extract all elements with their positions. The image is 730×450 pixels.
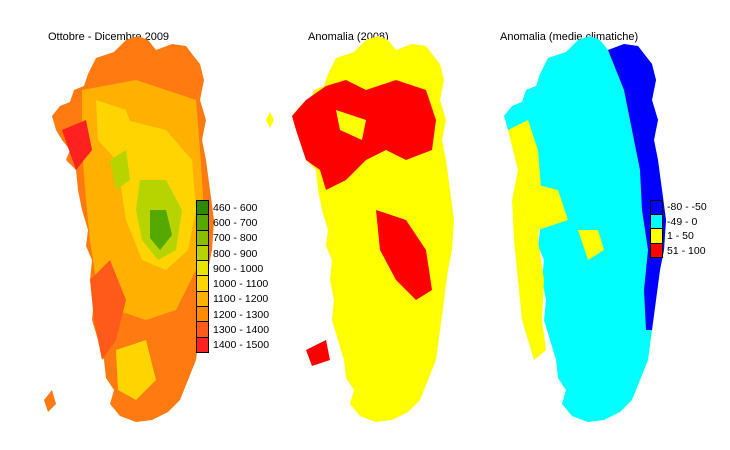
legend-label: 1100 - 1200 (213, 293, 269, 306)
map-anomalia-2008 (266, 36, 454, 422)
legend-label: 1000 - 1100 (213, 278, 269, 291)
legend-label: 1 - 50 (667, 230, 694, 243)
legend-item: 600 - 700 (196, 215, 269, 231)
legend-swatch (650, 200, 663, 215)
legend-swatch (196, 307, 209, 323)
legend-label: 900 - 1000 (213, 262, 264, 275)
legend-item: 460 - 600 (196, 200, 269, 216)
legend-item: 1000 - 1100 (196, 276, 269, 292)
legend-swatch (196, 276, 209, 292)
legend-label: 1200 - 1300 (213, 308, 270, 321)
legend-swatch (196, 322, 209, 338)
legend-item: -49 - 0 (650, 214, 707, 229)
legend-anomalia: -80 - -50 -49 - 0 1 - 50 51 - 100 (650, 200, 707, 258)
legend-swatch (196, 200, 209, 216)
legend-swatch (196, 337, 209, 353)
legend-swatch (196, 261, 209, 277)
legend-item: 1200 - 1300 (196, 307, 270, 323)
legend-label: 700 - 800 (213, 232, 258, 245)
legend-label: -49 - 0 (667, 215, 698, 228)
legend-label: -80 - -50 (667, 201, 707, 214)
legend-swatch (650, 214, 663, 229)
legend-label: 460 - 600 (213, 201, 258, 214)
legend-swatch (196, 230, 209, 246)
legend-item: 1 - 50 (650, 229, 707, 244)
map-anomalia-medie (504, 36, 666, 422)
legend-swatch (650, 243, 663, 258)
legend-swatch (196, 215, 209, 231)
legend-item: 900 - 1000 (196, 261, 269, 277)
legend-swatch (196, 291, 209, 308)
legend-label: 51 - 100 (667, 244, 706, 257)
legend-item: 1400 - 1500 (196, 337, 270, 353)
legend-item: -80 - -50 (650, 200, 707, 215)
legend-swatch (650, 229, 663, 244)
legend-label: 800 - 900 (213, 247, 258, 260)
legend-item: 51 - 100 (650, 243, 707, 258)
legend-item: 700 - 800 (196, 230, 269, 246)
map-precipitation (44, 36, 214, 422)
legend-label: 1300 - 1400 (213, 324, 270, 337)
legend-label: 1400 - 1500 (213, 339, 270, 352)
legend-label: 600 - 700 (213, 216, 258, 229)
legend-item: 800 - 900 (196, 245, 269, 262)
legend-precipitation: 460 - 600 600 - 700 700 - 800 800 - 900 900 … (196, 200, 269, 353)
legend-item: 1100 - 1200 (196, 291, 269, 308)
legend-item: 1300 - 1400 (196, 322, 270, 338)
legend-swatch (196, 245, 209, 262)
map-title-anomalia-medie: Anomalia (medie climatiche) (500, 31, 639, 43)
